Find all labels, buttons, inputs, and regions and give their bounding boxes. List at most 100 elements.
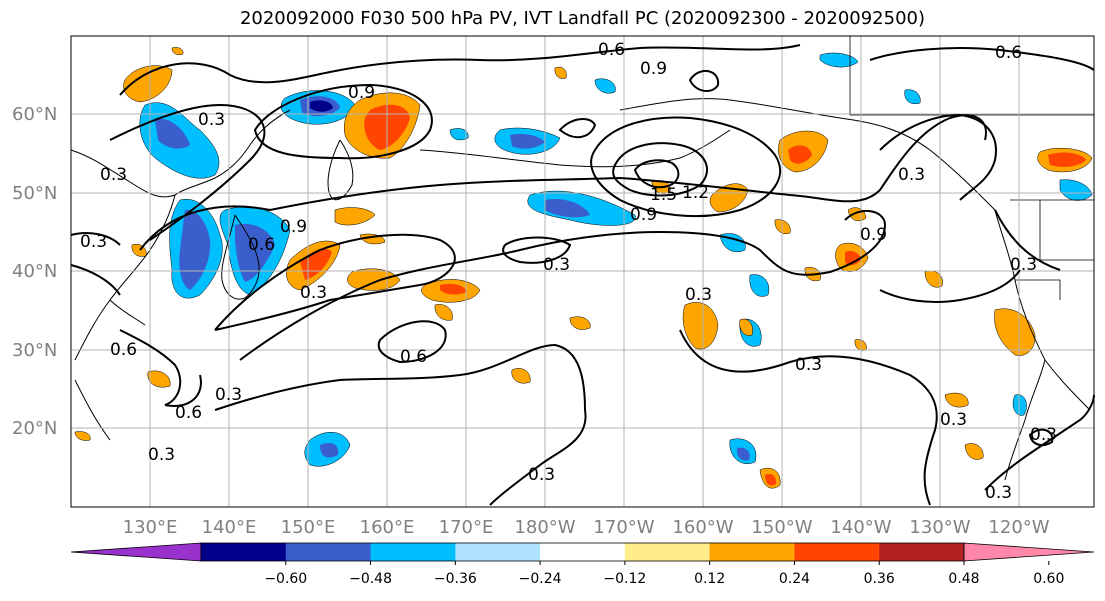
contour-label: 0.3: [985, 483, 1012, 503]
colorbar-segment: [201, 543, 287, 561]
contour-label: 0.3: [528, 465, 555, 485]
contour-aleutian-low: [590, 116, 781, 218]
pos-anomaly-20: [334, 207, 376, 226]
lat-label: 50°N: [12, 183, 57, 204]
contour-label: 0.3: [198, 110, 225, 130]
colorbar-tick-label: −0.12: [603, 571, 646, 587]
contour-label: 1.2: [682, 183, 709, 203]
neg-anomaly-small5: [904, 89, 921, 104]
colorbar-segment: [455, 543, 541, 561]
colorbar-segment: [879, 543, 965, 561]
contour-label: 0.9: [640, 59, 667, 79]
contour-label: 0.3: [685, 285, 712, 305]
colorbar: −0.60 −0.48 −0.36 −0.24 −0.12 0.12 0.24 0.36 0.4…: [70, 542, 1095, 587]
pos-anomaly-27: [171, 47, 184, 55]
coastline-alaska: [619, 98, 996, 211]
lon-label: 180°W: [514, 517, 575, 538]
lon-label: 150°E: [281, 517, 336, 538]
contour-0.3-lower: [214, 343, 587, 506]
neg-anomaly-small2: [594, 78, 616, 94]
lon-label: 170°W: [593, 517, 654, 538]
neg-anomaly-ne: [819, 52, 859, 68]
pos-anomaly-8: [739, 318, 753, 336]
contour-label: 0.3: [795, 355, 822, 375]
contour-label: 0.3: [215, 385, 242, 405]
colorbar-extend-high: [963, 542, 1095, 562]
contour-label: 0.3: [898, 165, 925, 185]
colorbar-segment: [709, 543, 795, 561]
colorbar-tick-label: 0.60: [1033, 571, 1064, 587]
colorbar-segment: [624, 543, 711, 561]
contour-label: 0.6: [995, 43, 1022, 63]
pos-anomaly-23: [774, 219, 791, 234]
coastlines: [70, 98, 1091, 481]
contour-label: 0.6: [400, 347, 427, 367]
colorbar-extend-low: [70, 542, 202, 562]
neg-anomaly-small4: [1012, 394, 1027, 416]
colorbar-outline: [200, 542, 965, 562]
lat-label: 30°N: [12, 340, 57, 361]
coastline-mexico: [1004, 359, 1046, 481]
colorbar-segment: [370, 543, 456, 561]
contour-se-loop: [1028, 428, 1054, 447]
contour-0.3-south: [679, 329, 938, 506]
contour-label: 0.9: [860, 225, 887, 245]
neg-anomaly-small3: [749, 274, 770, 297]
lon-label: 140°W: [830, 517, 891, 538]
colorbar-segment: [285, 543, 372, 561]
colorbar-segment: [794, 543, 880, 561]
coastline-asia: [70, 109, 291, 441]
pos-anomaly-9: [709, 183, 749, 213]
contour-north: [119, 44, 801, 96]
map-frame: [70, 35, 1095, 508]
contour-far-se: [984, 394, 1095, 491]
lon-label: 150°W: [751, 517, 812, 538]
lon-label: 140°E: [202, 517, 257, 538]
lat-label: 40°N: [12, 261, 57, 282]
map-title: 2020092000 F030 500 hPa PV, IVT Landfall…: [239, 8, 926, 29]
contour-aleutian-core: [633, 159, 680, 189]
contour-0.3-wide: [239, 210, 887, 361]
contour-labels: 0.6 0.9 0.6 0.3 0.9 0.3 0.9 0.6 0.3 0.3 …: [80, 40, 1057, 503]
colorbar-tick-label: −0.48: [349, 571, 392, 587]
contour-label: 0.3: [1010, 255, 1037, 275]
contour-label: 0.3: [100, 165, 127, 185]
neg-anomaly-small1: [449, 128, 469, 141]
colorbar-tick-label: −0.36: [434, 571, 477, 587]
colorbar-segment: [540, 543, 626, 561]
contour-west-coast: [994, 209, 1061, 271]
lon-label: 160°E: [360, 517, 415, 538]
lon-label: 160°W: [672, 517, 733, 538]
contour-okhotsk: [253, 83, 433, 160]
contour-label: 0.6: [110, 340, 137, 360]
pos-anomaly-7: [682, 302, 719, 350]
contour-0.6-sw: [119, 329, 202, 407]
contour-se: [879, 269, 1021, 303]
colorbar-tick-label: 0.48: [948, 571, 979, 587]
pos-anomaly-19: [74, 431, 91, 441]
lon-label: 130°W: [909, 517, 970, 538]
lat-label: 20°N: [12, 418, 57, 439]
lat-label: 60°N: [12, 104, 57, 125]
contour-label: 0.3: [940, 410, 967, 430]
pos-anomaly-4: [569, 316, 591, 330]
contour-label: 0.9: [630, 205, 657, 225]
contour-label: 0.6: [598, 40, 625, 60]
contour-0.3-loop: [502, 236, 572, 264]
latitude-labels: 60°N 50°N 40°N 30°N 20°N: [12, 104, 57, 439]
contour-label: 1.5: [650, 185, 677, 205]
contour-ne2: [879, 113, 997, 201]
colorbar-tick-label: −0.60: [264, 571, 307, 587]
colorbar-tick-label: 0.36: [864, 571, 895, 587]
colorbar-tick-label: 0.24: [779, 571, 810, 587]
contour-label: 0.6: [175, 403, 202, 423]
lon-label: 130°E: [123, 517, 178, 538]
pos-anomaly-nw: [123, 65, 173, 103]
pos-anomaly-22: [554, 66, 567, 79]
colorbar-tick-label: −0.24: [519, 571, 562, 587]
contour-aleutian-inner: [612, 142, 709, 197]
contour-main-mid: [214, 233, 456, 331]
neg-anomaly-east: [1059, 179, 1093, 201]
contour-0.6-low: [377, 320, 447, 364]
